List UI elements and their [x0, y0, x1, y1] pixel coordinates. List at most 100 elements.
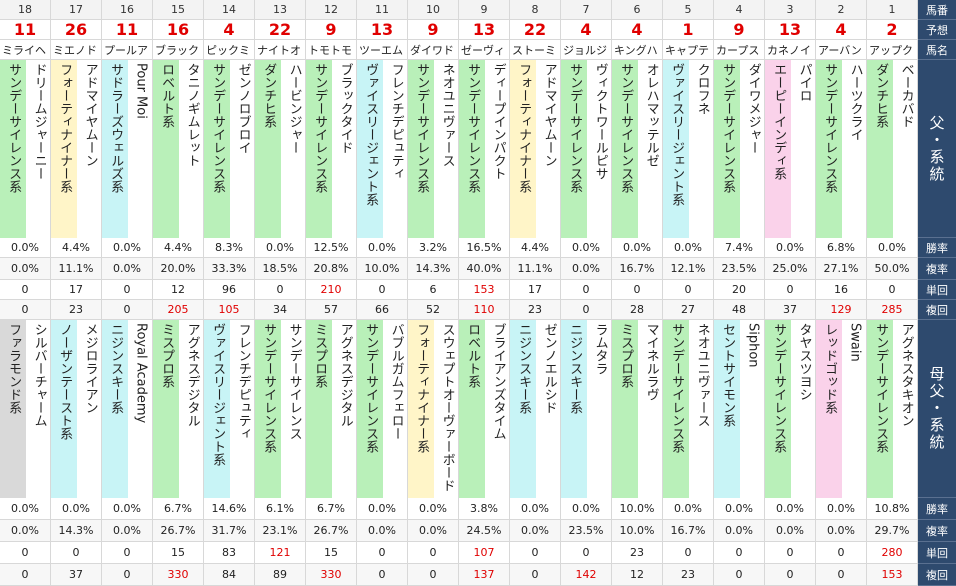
- horse-name[interactable]: アップク: [867, 40, 918, 60]
- sire-name-text: クロフネ: [694, 63, 710, 115]
- dam-place-rate: 29.7%: [867, 520, 918, 542]
- sire-win-rate: 4.4%: [153, 238, 204, 258]
- dam-place-rate: 26.7%: [306, 520, 357, 542]
- dam-sire-name-text: アグネスデジタル: [337, 323, 353, 427]
- sire-fukusho-return: 37: [765, 300, 816, 320]
- dam-sire-name-cell: メジロライアン: [77, 320, 101, 498]
- horse-number: 14: [204, 0, 255, 20]
- sire-system-tag: サンデーサイレンス系: [612, 60, 638, 238]
- sire-place-rate: 11.1%: [51, 258, 102, 280]
- dam-sire-block: サンデーサイレンス系 ネオユニヴァース: [663, 320, 714, 498]
- dam-sire-system-tag: ミスプロ系: [612, 320, 638, 498]
- sire-block: サンデーサイレンス系 ネオユニヴァース: [408, 60, 459, 238]
- dam-place-rate: 14.3%: [51, 520, 102, 542]
- sire-place-rate: 0.0%: [102, 258, 153, 280]
- horse-name[interactable]: ミエノド: [51, 40, 102, 60]
- sire-win-rate: 16.5%: [459, 238, 510, 258]
- dam-sire-system-tag: レッドゴッド系: [816, 320, 842, 498]
- sire-block: サンデーサイレンス系 ブラックタイド: [306, 60, 357, 238]
- sire-place-rate: 20.8%: [306, 258, 357, 280]
- dam-tansho-return: 280: [867, 542, 918, 564]
- sire-name-cell: ハーツクライ: [842, 60, 866, 238]
- sire-fukusho-return: 285: [867, 300, 918, 320]
- horse-number: 15: [153, 0, 204, 20]
- horse-name[interactable]: ストーミ: [510, 40, 561, 60]
- sire-tansho-return: 210: [306, 280, 357, 300]
- sire-system-text: エーピーインディ系: [771, 63, 787, 180]
- horse-name[interactable]: ジョルジ: [561, 40, 612, 60]
- sire-place-rate: 0.0%: [561, 258, 612, 280]
- dam-place-rate: 24.5%: [459, 520, 510, 542]
- prediction-mark: 4: [561, 20, 612, 40]
- sire-tansho-return: 0: [255, 280, 306, 300]
- dam-tansho-return: 107: [459, 542, 510, 564]
- dam-sire-name-text: Royal Academy: [133, 323, 149, 424]
- dam-sire-name-cell: バブルガムフェロー: [383, 320, 407, 498]
- sire-name-text: ディープインパクト: [490, 63, 506, 180]
- dam-fukusho-return: 23: [663, 564, 714, 586]
- sire-fukusho-return: 52: [408, 300, 459, 320]
- dam-sire-system-tag: ロベルト系: [459, 320, 485, 498]
- horse-name[interactable]: ピックミ: [204, 40, 255, 60]
- dam-sire-system-tag: ノーザンテースト系: [51, 320, 77, 498]
- label-place-rate-2: 複率: [918, 520, 956, 542]
- horse-name[interactable]: ツーエム: [357, 40, 408, 60]
- sire-tansho-return: 12: [153, 280, 204, 300]
- dam-sire-name-text: アグネスデジタル: [184, 323, 200, 427]
- horse-name[interactable]: ゼーヴィ: [459, 40, 510, 60]
- dam-sire-name-text: スウェプトオーヴァーボード: [439, 323, 455, 492]
- sire-name-text: ハーツクライ: [847, 63, 863, 141]
- horse-name[interactable]: キャプテ: [663, 40, 714, 60]
- horse-name[interactable]: アーバン: [816, 40, 867, 60]
- sire-block: サンデーサイレンス系 ディープインパクト: [459, 60, 510, 238]
- dam-sire-system-tag: サンデーサイレンス系: [357, 320, 383, 498]
- dam-fukusho-return: 0: [0, 564, 51, 586]
- dam-tansho-return: 0: [408, 542, 459, 564]
- sire-name-cell: Pour Moi: [128, 60, 152, 238]
- dam-tansho-return: 0: [714, 542, 765, 564]
- horse-name[interactable]: ナイトオ: [255, 40, 306, 60]
- sire-name-text: ブラックタイド: [337, 63, 353, 154]
- dam-place-rate: 0.0%: [510, 520, 561, 542]
- prediction-mark: 11: [0, 20, 51, 40]
- prediction-mark: 11: [102, 20, 153, 40]
- sire-win-rate: 3.2%: [408, 238, 459, 258]
- label-tansho-2: 単回: [918, 542, 956, 564]
- dam-sire-block: ミスプロ系 マイネルラヴ: [612, 320, 663, 498]
- dam-sire-system-text: ニジンスキー系: [516, 323, 532, 414]
- sire-fukusho-return: 129: [816, 300, 867, 320]
- dam-fukusho-return: 12: [612, 564, 663, 586]
- horse-name[interactable]: カネノイ: [765, 40, 816, 60]
- sire-tansho-return: 0: [357, 280, 408, 300]
- sire-tansho-return: 0: [765, 280, 816, 300]
- dam-fukusho-return: 0: [816, 564, 867, 586]
- dam-tansho-return: 0: [816, 542, 867, 564]
- horse-name[interactable]: ミライヘ: [0, 40, 51, 60]
- sire-system-tag: サドラーズウェルズ系: [102, 60, 128, 238]
- horse-name[interactable]: トモトモ: [306, 40, 357, 60]
- dam-place-rate: 23.5%: [561, 520, 612, 542]
- dam-sire-system-tag: フォーティナイナー系: [408, 320, 434, 498]
- dam-sire-name-cell: アグネスタキオン: [893, 320, 917, 498]
- horse-name[interactable]: プールア: [102, 40, 153, 60]
- horse-name[interactable]: カープス: [714, 40, 765, 60]
- sire-win-rate: 0.0%: [765, 238, 816, 258]
- horse-name[interactable]: キングハ: [612, 40, 663, 60]
- sire-block: ロベルト系 タニノギムレット: [153, 60, 204, 238]
- prediction-mark: 4: [816, 20, 867, 40]
- dam-win-rate: 0.0%: [102, 498, 153, 520]
- sire-system-tag: サンデーサイレンス系: [714, 60, 740, 238]
- horse-name[interactable]: ダイワド: [408, 40, 459, 60]
- label-fukusho-2: 複回: [918, 564, 956, 586]
- dam-sire-name-text: メジロライアン: [82, 323, 98, 414]
- sire-name-text: ハービンジャー: [286, 63, 302, 154]
- dam-sire-block: ロベルト系 ブライアンズタイム: [459, 320, 510, 498]
- sire-system-text: サドラーズウェルズ系: [108, 63, 124, 193]
- sire-place-rate: 0.0%: [0, 258, 51, 280]
- sire-name-cell: オレハマッテルゼ: [638, 60, 662, 238]
- dam-sire-name-cell: Royal Academy: [128, 320, 152, 498]
- prediction-mark: 22: [510, 20, 561, 40]
- horse-name[interactable]: ブラック: [153, 40, 204, 60]
- dam-win-rate: 0.0%: [663, 498, 714, 520]
- dam-tansho-return: 15: [153, 542, 204, 564]
